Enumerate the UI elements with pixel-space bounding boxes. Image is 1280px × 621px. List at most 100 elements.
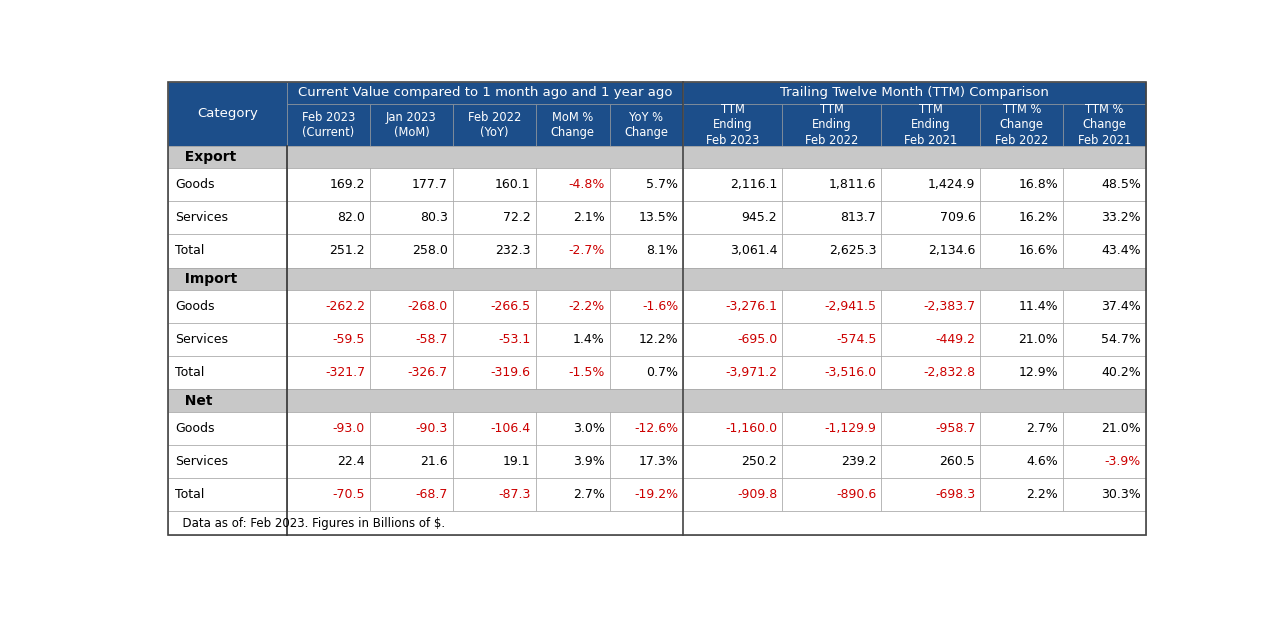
Bar [684, 478, 782, 511]
Bar [1064, 478, 1146, 511]
Bar [168, 412, 287, 445]
Text: 177.7: 177.7 [412, 178, 448, 191]
Bar [536, 356, 609, 389]
Bar [1064, 168, 1146, 201]
Bar [782, 356, 882, 389]
Bar [684, 201, 782, 234]
Text: 33.2%: 33.2% [1102, 211, 1140, 224]
Text: 2,625.3: 2,625.3 [829, 245, 877, 258]
Text: -58.7: -58.7 [416, 333, 448, 347]
Bar [782, 201, 882, 234]
Text: -1,129.9: -1,129.9 [824, 422, 877, 435]
Text: 2,116.1: 2,116.1 [730, 178, 777, 191]
Text: Feb 2022
(YoY): Feb 2022 (YoY) [467, 111, 521, 139]
Bar [453, 323, 536, 356]
Text: 160.1: 160.1 [495, 178, 531, 191]
Bar [609, 104, 684, 146]
Bar [684, 356, 782, 389]
Bar [980, 445, 1064, 478]
Text: -319.6: -319.6 [490, 366, 531, 379]
Bar [609, 168, 684, 201]
Text: 3,061.4: 3,061.4 [730, 245, 777, 258]
Text: Data as of: Feb 2023. Figures in Billions of $.: Data as of: Feb 2023. Figures in Billion… [175, 517, 445, 530]
Bar [980, 412, 1064, 445]
Bar [536, 478, 609, 511]
Bar [536, 412, 609, 445]
Text: Total: Total [175, 488, 205, 501]
Text: 709.6: 709.6 [940, 211, 975, 224]
Bar [980, 234, 1064, 268]
Text: 1.4%: 1.4% [572, 333, 604, 347]
Text: 12.9%: 12.9% [1019, 366, 1059, 379]
Bar [980, 290, 1064, 323]
Bar [536, 201, 609, 234]
Bar [168, 290, 287, 323]
Bar [609, 356, 684, 389]
Bar [782, 104, 882, 146]
Text: 2.2%: 2.2% [1027, 488, 1059, 501]
Text: 169.2: 169.2 [329, 178, 365, 191]
Bar [609, 290, 684, 323]
Bar [370, 356, 453, 389]
Bar [453, 201, 536, 234]
Bar [287, 445, 370, 478]
Text: -106.4: -106.4 [490, 422, 531, 435]
Bar [684, 234, 782, 268]
Text: TTM %
Change
Feb 2021: TTM % Change Feb 2021 [1078, 103, 1132, 147]
Bar [168, 268, 1146, 290]
Bar [536, 104, 609, 146]
Bar [684, 445, 782, 478]
Text: 43.4%: 43.4% [1102, 245, 1140, 258]
Text: -3,276.1: -3,276.1 [726, 300, 777, 313]
Bar [453, 445, 536, 478]
Bar [370, 323, 453, 356]
Text: -1.6%: -1.6% [643, 300, 678, 313]
Text: 21.0%: 21.0% [1101, 422, 1140, 435]
Bar [609, 478, 684, 511]
Text: 232.3: 232.3 [495, 245, 531, 258]
Bar [684, 290, 782, 323]
Bar [882, 356, 980, 389]
Text: 11.4%: 11.4% [1019, 300, 1059, 313]
Bar [168, 511, 1146, 535]
Bar [287, 104, 370, 146]
Bar [609, 234, 684, 268]
Text: 40.2%: 40.2% [1101, 366, 1140, 379]
Bar [882, 323, 980, 356]
Bar [370, 445, 453, 478]
Text: 16.2%: 16.2% [1019, 211, 1059, 224]
Text: -266.5: -266.5 [490, 300, 531, 313]
Bar [1064, 104, 1146, 146]
Text: YoY %
Change: YoY % Change [625, 111, 668, 139]
Text: 54.7%: 54.7% [1101, 333, 1140, 347]
Bar [980, 201, 1064, 234]
Bar [370, 104, 453, 146]
Bar [980, 104, 1064, 146]
Bar [453, 168, 536, 201]
Text: -3.9%: -3.9% [1105, 455, 1140, 468]
Bar [782, 445, 882, 478]
Bar [882, 478, 980, 511]
Bar [370, 201, 453, 234]
Bar [168, 82, 287, 146]
Bar [536, 168, 609, 201]
Bar [684, 412, 782, 445]
Text: 2.7%: 2.7% [572, 488, 604, 501]
Bar [980, 356, 1064, 389]
Bar [168, 201, 287, 234]
Bar [287, 290, 370, 323]
Bar [453, 478, 536, 511]
Text: -2,941.5: -2,941.5 [824, 300, 877, 313]
Bar [287, 168, 370, 201]
Text: TTM
Ending
Feb 2021: TTM Ending Feb 2021 [904, 103, 957, 147]
Text: -4.8%: -4.8% [568, 178, 604, 191]
Bar [453, 412, 536, 445]
Bar [370, 412, 453, 445]
Text: -2,832.8: -2,832.8 [923, 366, 975, 379]
Bar [782, 234, 882, 268]
Text: Import: Import [175, 272, 237, 286]
Text: -958.7: -958.7 [934, 422, 975, 435]
Bar [609, 412, 684, 445]
Text: -2.2%: -2.2% [568, 300, 604, 313]
Bar [168, 146, 1146, 168]
